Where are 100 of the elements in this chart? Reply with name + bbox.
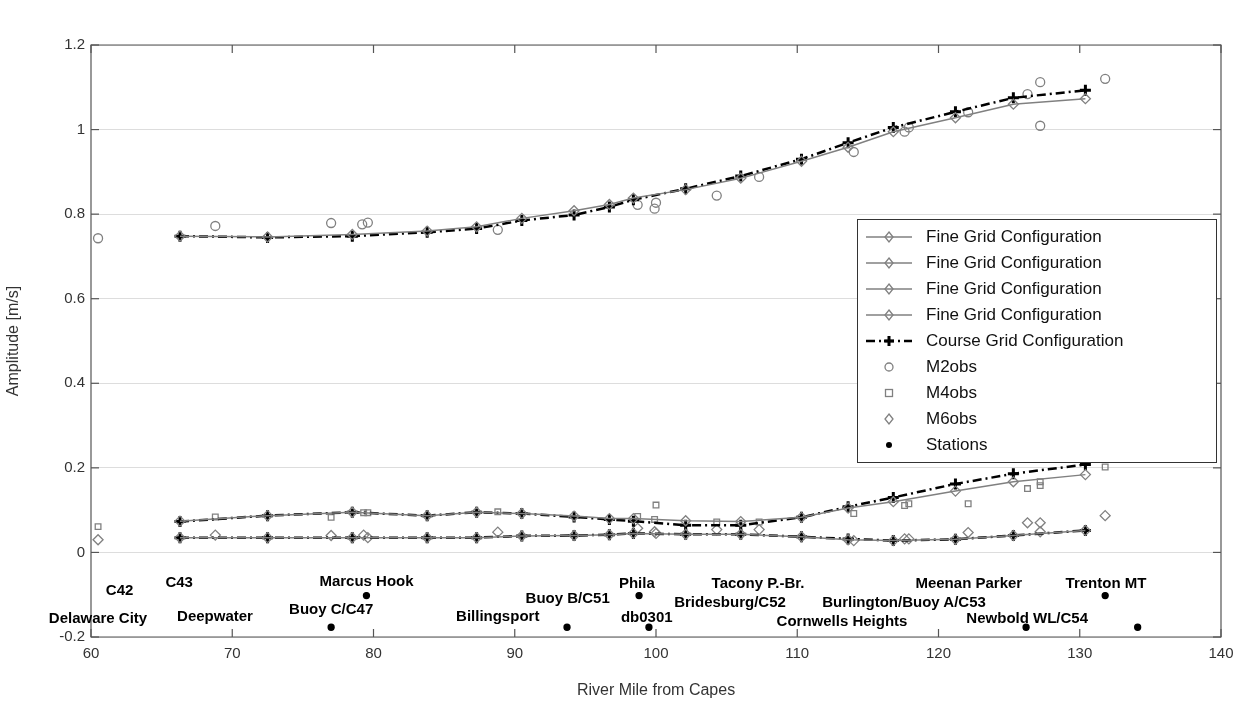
point xyxy=(753,523,765,536)
point xyxy=(903,533,915,545)
legend-label: Fine Grid Configuration xyxy=(926,305,1102,325)
x-tick-label: 100 xyxy=(643,644,669,662)
y-axis-title: Amplitude [m/s] xyxy=(4,285,22,397)
x-tick-label: 60 xyxy=(82,644,100,662)
point xyxy=(650,197,662,208)
point xyxy=(905,500,913,508)
point xyxy=(1035,77,1046,88)
point xyxy=(848,534,860,547)
point xyxy=(92,534,104,546)
legend-label: Fine Grid Configuration xyxy=(926,227,1102,247)
point xyxy=(1099,509,1111,522)
annotation: Bridesburg/C52 xyxy=(674,593,786,611)
legend-label: M2obs xyxy=(926,357,978,377)
point xyxy=(492,224,503,235)
annotation: Newbold WL/C54 xyxy=(966,608,1089,626)
point xyxy=(357,219,368,230)
point xyxy=(649,203,660,214)
x-tick-label: 130 xyxy=(1067,644,1093,662)
annotation: C42 xyxy=(105,581,134,599)
point xyxy=(963,107,974,118)
point xyxy=(327,623,335,631)
point xyxy=(1034,517,1046,529)
annotation: Deepwater xyxy=(177,607,254,625)
point xyxy=(1079,93,1092,105)
point xyxy=(327,513,335,521)
point xyxy=(713,518,721,526)
point xyxy=(948,476,963,491)
point xyxy=(948,104,963,119)
point xyxy=(635,591,643,600)
point xyxy=(492,526,504,538)
point xyxy=(949,112,962,124)
legend-label: M4obs xyxy=(926,383,978,403)
x-axis-title: River Mile from Capes xyxy=(576,680,736,698)
annotation: Cornwells Heights xyxy=(776,612,908,630)
annotation: Meenan Parker xyxy=(915,574,1023,592)
point xyxy=(94,523,102,531)
point xyxy=(964,500,972,508)
point xyxy=(755,518,763,526)
legend-label: M6obs xyxy=(926,409,978,429)
y-tick-label: 0.4 xyxy=(64,373,85,391)
point xyxy=(949,485,962,497)
point xyxy=(362,531,374,544)
point xyxy=(631,522,644,534)
point xyxy=(325,529,337,542)
annotation: Tacony P.-Br. xyxy=(711,574,805,592)
x-tick-label: 90 xyxy=(506,644,524,662)
annotation: Phila xyxy=(618,574,656,592)
point xyxy=(1021,517,1034,529)
point xyxy=(568,205,580,217)
y-tick-label: 1.2 xyxy=(64,35,85,53)
point xyxy=(652,501,660,509)
point xyxy=(903,122,914,133)
point xyxy=(842,141,854,153)
point xyxy=(632,199,643,210)
point xyxy=(898,533,911,545)
point xyxy=(1079,468,1092,481)
point xyxy=(735,515,747,528)
point xyxy=(1035,120,1046,131)
legend-label: Fine Grid Configuration xyxy=(926,279,1102,299)
point xyxy=(680,515,692,527)
point xyxy=(1034,526,1046,538)
point xyxy=(1007,98,1020,110)
annotation: Buoy B/C51 xyxy=(525,588,610,606)
point xyxy=(848,146,859,158)
point xyxy=(360,509,368,517)
annotation: Trenton MT xyxy=(1065,574,1147,592)
point xyxy=(1036,478,1044,486)
legend-label: Course Grid Configuration xyxy=(926,331,1124,351)
x-tick-label: 80 xyxy=(365,644,382,662)
point xyxy=(209,529,221,541)
point xyxy=(362,217,373,228)
y-tick-label: -0.2 xyxy=(59,627,85,645)
point xyxy=(362,591,371,600)
legend-label: Fine Grid Configuration xyxy=(926,253,1102,273)
y-tick-label: 0.6 xyxy=(64,288,85,306)
point xyxy=(1100,73,1111,84)
legend-label: Stations xyxy=(926,435,988,455)
point xyxy=(1036,482,1044,490)
point xyxy=(364,509,372,517)
x-tick-label: 140 xyxy=(1208,644,1234,662)
annotation: C43 xyxy=(165,572,193,590)
y-tick-label: 1 xyxy=(76,119,85,137)
point xyxy=(850,510,858,517)
x-tick-label: 70 xyxy=(223,644,241,662)
point xyxy=(1101,463,1109,471)
annotation: Marcus Hook xyxy=(319,572,415,590)
point xyxy=(1022,88,1033,100)
point xyxy=(1022,623,1030,631)
point xyxy=(1134,623,1142,631)
point xyxy=(325,217,337,229)
annotation: Buoy C/C47 xyxy=(289,599,374,617)
y-tick-label: 0.2 xyxy=(64,458,85,475)
point xyxy=(1007,476,1020,488)
point xyxy=(627,512,640,525)
point xyxy=(711,190,722,201)
y-tick-label: 0.8 xyxy=(64,204,85,222)
point xyxy=(887,126,899,138)
annotation: Billingsport xyxy=(456,607,540,625)
